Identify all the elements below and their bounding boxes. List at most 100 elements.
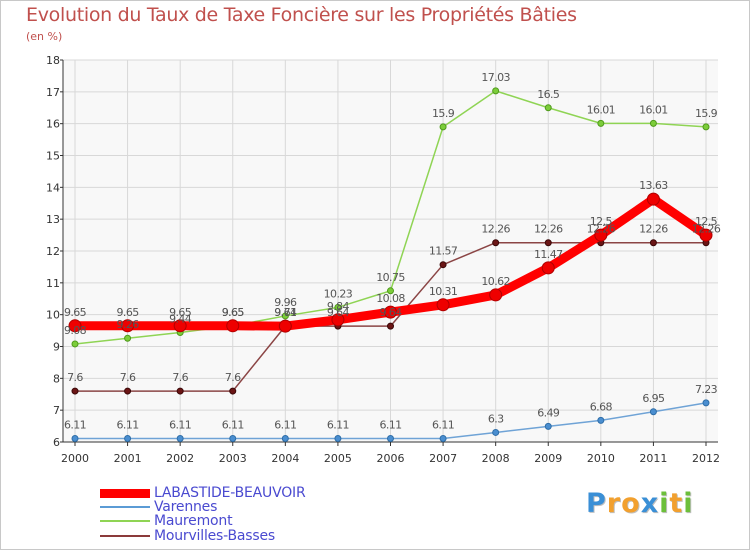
y-tick-label-7: 7 <box>53 404 60 417</box>
proxiti-logo: Proxiti <box>586 488 694 519</box>
x-tick-label-2010: 2010 <box>587 452 615 465</box>
data-label-labastide-beauvoir-2000: 9.65 <box>64 306 87 319</box>
data-label-varennes-2012: 7.23 <box>695 383 718 396</box>
data-label-varennes-2009: 6.49 <box>537 406 560 419</box>
data-label-mourvilles-basses-2008: 12.26 <box>481 223 510 236</box>
logo-letter-6: i <box>683 488 694 519</box>
data-label-labastide-beauvoir-2005: 9.84 <box>327 300 350 313</box>
x-tick-label-2009: 2009 <box>534 452 562 465</box>
data-label-mourvilles-basses-2002: 7.6 <box>172 371 188 384</box>
data-point-mauremont-2000 <box>71 340 79 348</box>
legend-label-mourvilles-basses: Mourvilles-Basses <box>154 528 275 544</box>
data-label-mourvilles-basses-2007: 11.57 <box>429 245 458 258</box>
data-label-mourvilles-basses-2011: 12.26 <box>639 223 668 236</box>
y-tick-label-9: 9 <box>53 341 60 354</box>
data-point-varennes-2011 <box>649 408 657 416</box>
data-point-varennes-2003 <box>229 434 237 442</box>
chart-title: Evolution du Taux de Taxe Foncière sur l… <box>26 4 577 26</box>
data-point-labastide-beauvoir-2000 <box>68 319 82 333</box>
logo-letter-4: i <box>659 488 670 519</box>
data-label-labastide-beauvoir-2009: 11.47 <box>534 248 563 261</box>
data-label-varennes-2010: 6.68 <box>590 400 613 413</box>
data-point-mauremont-2007 <box>439 123 447 131</box>
data-point-mourvilles-basses-2007 <box>439 261 447 269</box>
y-tick-label-10: 10 <box>46 309 60 322</box>
data-label-varennes-2000: 6.11 <box>64 418 86 431</box>
data-point-labastide-beauvoir-2007 <box>436 298 450 312</box>
data-point-mourvilles-basses-2002 <box>176 387 184 395</box>
legend-label-mauremont: Mauremont <box>154 513 233 529</box>
y-tick-label-16: 16 <box>46 118 60 131</box>
data-point-varennes-2001 <box>124 434 132 442</box>
data-label-labastide-beauvoir-2008: 10.62 <box>481 275 510 288</box>
data-point-mauremont-2011 <box>649 119 657 127</box>
data-label-mauremont-2002: 9.44 <box>169 312 192 325</box>
data-label-mourvilles-basses-2004: 9.71 <box>274 306 296 319</box>
data-label-mauremont-2012: 15.9 <box>695 107 718 120</box>
data-label-mauremont-2005: 10.23 <box>324 287 353 300</box>
data-label-labastide-beauvoir-2006: 10.08 <box>376 292 405 305</box>
series-layer <box>68 87 713 442</box>
y-tick-label-6: 6 <box>53 436 60 449</box>
logo-letter-5: t <box>669 488 684 519</box>
data-label-mauremont-2006: 10.75 <box>376 271 405 284</box>
data-label-labastide-beauvoir-2011: 13.63 <box>639 179 668 192</box>
data-label-mourvilles-basses-2006: 9.64 <box>379 306 402 319</box>
chart-unit-label: (en %) <box>26 30 63 43</box>
data-point-varennes-2007 <box>439 434 447 442</box>
data-label-mourvilles-basses-2000: 7.6 <box>67 371 83 384</box>
y-tick-label-13: 13 <box>46 213 60 226</box>
data-label-mourvilles-basses-2010: 12.26 <box>587 223 616 236</box>
data-label-labastide-beauvoir-2012: 12.5 <box>695 215 718 228</box>
data-label-mourvilles-basses-2003: 7.6 <box>225 371 241 384</box>
data-label-mauremont-2000: 9.08 <box>64 324 87 337</box>
data-point-varennes-2002 <box>176 434 184 442</box>
legend-label-varennes: Varennes <box>154 499 218 515</box>
legend-label-labastide-beauvoir: LABASTIDE-BEAUVOIR <box>154 485 306 501</box>
x-tick-label-2008: 2008 <box>482 452 510 465</box>
data-label-varennes-2006: 6.11 <box>379 418 401 431</box>
legend-item-mourvilles-basses: Mourvilles-Basses <box>100 528 275 544</box>
data-point-varennes-2000 <box>71 434 79 442</box>
y-tick-label-15: 15 <box>46 150 60 163</box>
data-point-mauremont-2009 <box>544 104 552 112</box>
y-tick-label-17: 17 <box>46 86 60 99</box>
legend-swatch-mourvilles-basses <box>100 535 150 537</box>
legend-item-labastide-beauvoir: LABASTIDE-BEAUVOIR <box>100 485 306 501</box>
data-point-mourvilles-basses-2001 <box>124 387 132 395</box>
data-label-mourvilles-basses-2005: 9.64 <box>327 306 350 319</box>
y-tick-label-12: 12 <box>46 245 60 258</box>
data-label-mauremont-2007: 15.9 <box>432 107 455 120</box>
y-tick-label-11: 11 <box>46 277 60 290</box>
data-label-mauremont-2009: 16.5 <box>537 88 560 101</box>
x-tick-label-2006: 2006 <box>377 452 405 465</box>
data-label-labastide-beauvoir-2003: 9.65 <box>222 306 245 319</box>
data-label-varennes-2011: 6.95 <box>642 392 665 405</box>
x-tick-label-2004: 2004 <box>271 452 299 465</box>
data-label-labastide-beauvoir-2010: 12.5 <box>590 215 613 228</box>
logo-letter-2: o <box>621 488 641 519</box>
x-tick-label-2005: 2005 <box>324 452 352 465</box>
data-point-mourvilles-basses-2003 <box>229 387 237 395</box>
data-point-mauremont-2004 <box>281 312 289 320</box>
data-point-varennes-2012 <box>702 399 710 407</box>
logo-letter-3: x <box>640 488 660 519</box>
y-tick-label-14: 14 <box>46 181 60 194</box>
data-point-labastide-beauvoir-2006 <box>384 305 397 319</box>
data-label-varennes-2003: 6.11 <box>222 418 244 431</box>
legend-swatch-varennes <box>100 506 150 508</box>
data-point-labastide-beauvoir-2008 <box>489 288 503 302</box>
x-tick-label-2001: 2001 <box>114 452 142 465</box>
x-tick-label-2002: 2002 <box>166 452 194 465</box>
data-point-mauremont-2012 <box>702 123 710 131</box>
data-label-mauremont-2010: 16.01 <box>587 103 616 116</box>
data-point-mauremont-2006 <box>387 287 394 295</box>
axis-layer: 6 7 8 9 10 11 12 13 14 15 16 17 18 2000 2001 2002 2003 20… <box>46 54 720 465</box>
data-point-mourvilles-basses-2011 <box>649 239 657 247</box>
grid-layer <box>63 59 718 443</box>
data-label-labastide-beauvoir-2002: 9.65 <box>169 306 192 319</box>
data-point-varennes-2010 <box>597 416 605 424</box>
data-point-labastide-beauvoir-2009 <box>541 261 555 275</box>
logo-letter-0: P <box>586 488 607 519</box>
data-point-labastide-beauvoir-2005 <box>331 313 345 327</box>
